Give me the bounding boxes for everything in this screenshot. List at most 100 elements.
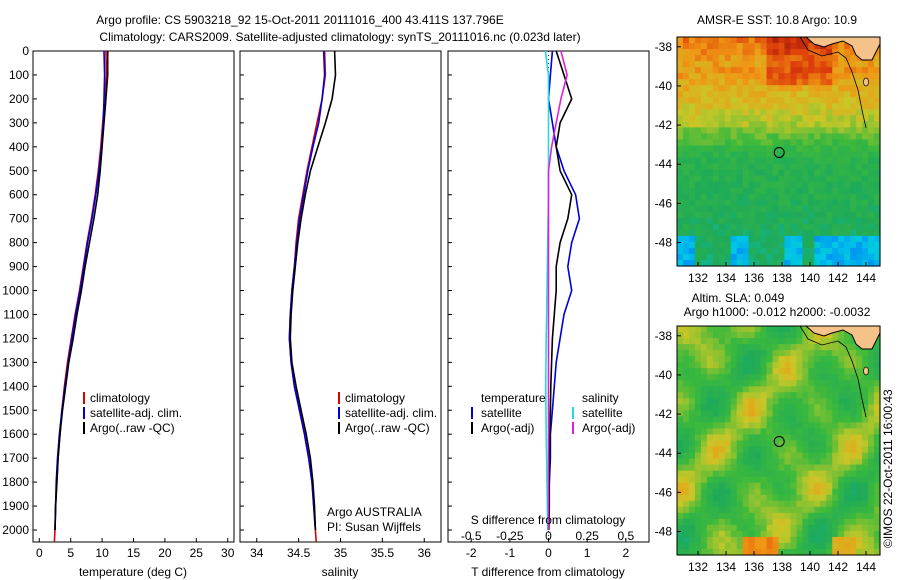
heatmap-cell	[712, 247, 720, 255]
sst-map-title: AMSR-E SST: 10.8 Argo: 10.9	[697, 13, 857, 27]
heatmap-cell	[712, 103, 720, 110]
heatmap-cell	[784, 440, 792, 448]
heatmap-cell	[784, 223, 792, 231]
heatmap-cell	[694, 398, 702, 405]
heatmap-cell	[838, 235, 845, 243]
heatmap-cell	[790, 229, 798, 237]
heatmap-cell	[826, 259, 833, 267]
heatmap-cell	[814, 211, 821, 219]
heatmap-cell	[796, 464, 803, 472]
heatmap-cell	[730, 103, 738, 110]
heatmap-cell	[736, 326, 744, 333]
heatmap-cell	[796, 115, 803, 122]
heatmap-cell	[844, 115, 851, 122]
heatmap-cell	[796, 127, 803, 135]
heatmap-cell	[682, 121, 690, 128]
heatmap-cell	[700, 43, 708, 50]
heatmap-cell	[736, 440, 744, 448]
heatmap-cell	[730, 416, 738, 424]
heatmap-cell	[778, 416, 786, 424]
heatmap-cell	[838, 524, 845, 532]
heatmap-cell	[784, 344, 792, 351]
heatmap-cell	[808, 350, 815, 357]
heatmap-cell	[826, 440, 833, 448]
sla-map-panel: Altim. SLA: 0.049 Argo h1000: -0.012 h20…	[655, 291, 881, 574]
heatmap-cell	[874, 49, 881, 56]
heatmap-cell	[718, 542, 726, 550]
map-y-tick-label: -48	[655, 525, 673, 539]
heatmap-cell	[730, 97, 738, 104]
heatmap-cell	[856, 199, 863, 207]
heatmap-cell	[862, 253, 869, 261]
heatmap-cell	[706, 416, 714, 424]
heatmap-cell	[784, 386, 792, 393]
heatmap-cell	[814, 434, 821, 442]
heatmap-cell	[784, 500, 792, 508]
heatmap-cell	[820, 464, 827, 472]
heatmap-cell	[802, 247, 809, 255]
heatmap-cell	[796, 416, 803, 424]
heatmap-cell	[736, 229, 744, 237]
heatmap-cell	[766, 386, 774, 393]
heatmap-cell	[820, 482, 827, 490]
heatmap-cell	[754, 199, 762, 207]
heatmap-cell	[718, 350, 726, 357]
heatmap-cell	[748, 259, 756, 267]
heatmap-cell	[838, 139, 845, 147]
heatmap-cell	[760, 97, 768, 104]
heatmap-cell	[688, 380, 696, 387]
heatmap-cell	[862, 247, 869, 255]
heatmap-cell	[874, 133, 881, 141]
heatmap-cell	[838, 43, 845, 50]
heatmap-cell	[736, 127, 744, 135]
heatmap-cell	[784, 151, 792, 159]
heatmap-cell	[832, 61, 839, 68]
heatmap-cell	[784, 548, 792, 556]
map-y-tick-label: -38	[655, 329, 673, 343]
heatmap-cell	[748, 464, 756, 472]
heatmap-cell	[718, 386, 726, 393]
heatmap-cell	[742, 428, 750, 436]
heatmap-cell	[748, 85, 756, 92]
heatmap-cell	[688, 133, 696, 141]
heatmap-cell	[826, 247, 833, 255]
heatmap-cell	[766, 121, 774, 128]
heatmap-cell	[868, 494, 875, 502]
salinity-legend: climatology satellite-adj. clim. Argo(..…	[338, 391, 437, 435]
heatmap-cell	[826, 524, 833, 532]
heatmap-cell	[760, 362, 768, 369]
heatmap-cell	[677, 175, 684, 183]
heatmap-cell	[802, 223, 809, 231]
heatmap-cell	[850, 133, 857, 141]
heatmap-cell	[868, 223, 875, 231]
heatmap-cell	[760, 422, 768, 430]
heatmap-cell	[844, 211, 851, 219]
heatmap-cell	[784, 452, 792, 460]
heatmap-cell	[868, 247, 875, 255]
heatmap-cell	[838, 482, 845, 490]
heatmap-cell	[826, 235, 833, 243]
heatmap-cell	[850, 512, 857, 520]
heatmap-cell	[802, 73, 809, 80]
heatmap-cell	[844, 374, 851, 381]
heatmap-cell	[677, 127, 684, 135]
heatmap-cell	[850, 61, 857, 68]
heatmap-cell	[832, 259, 839, 267]
heatmap-cell	[844, 440, 851, 448]
heatmap-cell	[850, 55, 857, 62]
heatmap-cell	[862, 476, 869, 484]
heatmap-cell	[706, 181, 714, 189]
heatmap-cell	[766, 49, 774, 56]
heatmap-cell	[790, 121, 798, 128]
heatmap-cell	[814, 97, 821, 104]
heatmap-cell	[682, 536, 690, 544]
heatmap-cell	[844, 548, 851, 556]
heatmap-cell	[694, 380, 702, 387]
heatmap-cell	[778, 223, 786, 231]
heatmap-cell	[694, 121, 702, 128]
heatmap-cell	[772, 49, 780, 56]
heatmap-cell	[772, 524, 780, 532]
heatmap-cell	[790, 536, 798, 544]
heatmap-cell	[790, 530, 798, 538]
heatmap-cell	[844, 422, 851, 430]
